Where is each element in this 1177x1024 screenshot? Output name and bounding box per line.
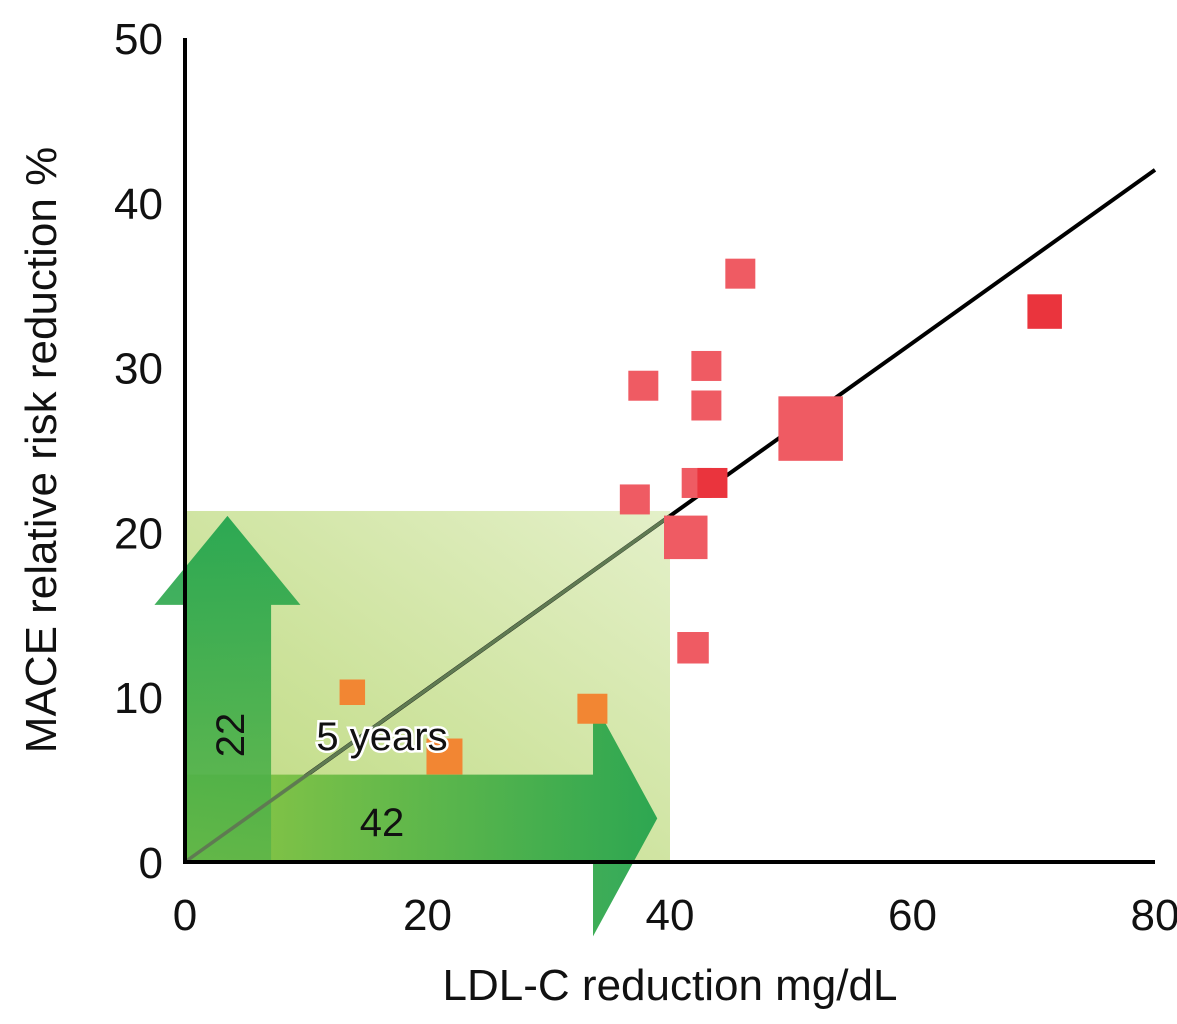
y-tick-label: 40 <box>114 180 163 229</box>
data-point-trials-orange <box>426 738 463 775</box>
y-tick-label: 20 <box>114 509 163 558</box>
markers <box>339 258 1062 775</box>
x-axis-title: LDL-C reduction mg/dL <box>443 961 898 1010</box>
data-point-trials-red <box>628 370 659 401</box>
x-tick-label: 0 <box>173 891 197 940</box>
horizontal-arrow-label: 42 <box>360 801 405 845</box>
vertical-arrow-label: 22 <box>209 713 253 758</box>
period-label: 5 years <box>316 715 447 759</box>
y-tick-label: 10 <box>114 674 163 723</box>
regression-line-segment <box>183 514 672 864</box>
y-axis-title: MACE relative risk reduction % <box>17 147 66 753</box>
y-tick-labels: 0 10 20 30 40 50 <box>114 15 163 888</box>
data-point-trials-orange <box>339 679 366 706</box>
data-point-trials-orange <box>577 693 608 724</box>
y-tick-label: 30 <box>114 345 163 394</box>
data-point-trials-red <box>619 484 650 515</box>
x-tick-label: 20 <box>403 891 452 940</box>
x-tick-label: 60 <box>888 891 937 940</box>
data-point-trials-red <box>691 390 722 421</box>
vertical-arrow <box>154 515 301 862</box>
data-point-trials-red <box>1027 294 1062 329</box>
data-point-trials-red <box>691 350 722 381</box>
data-point-trials-red <box>664 515 708 560</box>
horizontal-arrow <box>185 700 658 937</box>
y-tick-label: 0 <box>139 839 163 888</box>
x-tick-labels: 0 20 40 60 80 <box>173 891 1177 940</box>
x-tick-label: 40 <box>646 891 695 940</box>
data-point-trials-red <box>778 396 843 461</box>
x-tick-label: 80 <box>1131 891 1177 940</box>
y-tick-label: 50 <box>114 15 163 64</box>
data-point-trials-red <box>725 258 756 289</box>
data-point-trials-red <box>697 467 728 498</box>
data-point-trials-red <box>677 632 709 664</box>
